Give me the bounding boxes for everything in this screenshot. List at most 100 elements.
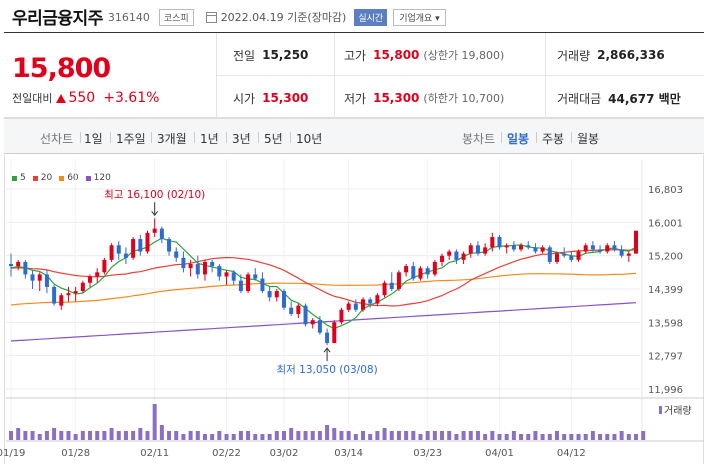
open-value: 15,300: [262, 91, 309, 105]
volume-bar: [353, 434, 358, 440]
y-tick-label: 16,001: [648, 218, 683, 229]
candle-body: [210, 261, 215, 267]
volume-bar: [626, 434, 631, 440]
y-tick-label: 15,200: [648, 252, 683, 263]
y-tick-label: 13,598: [648, 318, 683, 329]
volume-bar: [475, 431, 480, 440]
volume-bar: [274, 431, 279, 440]
prev-close-cell: 전일 15,250: [233, 48, 309, 63]
period-1y[interactable]: 1년: [200, 132, 219, 146]
volume-bar: [145, 431, 150, 440]
volume-bar: [440, 431, 445, 440]
change-amount: 550: [68, 90, 96, 106]
x-tick-label: 03/02: [270, 448, 299, 459]
volume-bar: [511, 431, 516, 440]
chart-toolbar: 선차트 1일 1주일 3개월 1년 3년 5년 10년 봉차트 일봉 주봉 월봉: [4, 118, 704, 154]
change-percent: +3.61%: [103, 90, 160, 106]
volume-bar: [109, 428, 114, 440]
legend-ma20: 20: [32, 173, 52, 183]
volume-bar: [547, 434, 552, 440]
candle-body: [174, 251, 179, 258]
volume-bar: [454, 434, 459, 440]
ma-legend: 5 20 60 120: [12, 173, 118, 183]
candle-body: [73, 291, 78, 294]
x-tick-label: 02/11: [140, 448, 169, 459]
volume-bar: [497, 434, 502, 440]
volume-bar: [167, 431, 172, 440]
low-arrow-icon: [323, 347, 331, 353]
upper-limit: (상한가 19,800): [423, 49, 505, 62]
candle-body: [102, 259, 107, 273]
candle-body: [540, 247, 545, 252]
candle-body: [612, 245, 617, 250]
realtime-button[interactable]: 실시간: [354, 8, 388, 26]
volume-bar: [605, 434, 610, 440]
y-tick-label: 16,803: [648, 185, 683, 196]
period-1w[interactable]: 1주일: [116, 132, 146, 146]
volume-bar: [131, 431, 136, 440]
candle-body: [569, 255, 574, 260]
high-cell: 고가 15,800 (상한가 19,800): [344, 48, 505, 63]
volume-bar: [389, 431, 394, 440]
candle-body: [325, 332, 330, 344]
x-tick-label: 01/19: [0, 448, 25, 459]
candle-body: [59, 295, 64, 306]
stock-header: 우리금융지주 316140 코스피 2022.04.19 기준(장마감) 실시간…: [0, 0, 707, 32]
volume-bar: [188, 431, 193, 440]
candle-body: [52, 286, 57, 304]
candle-body: [619, 249, 624, 256]
volume-bar: [634, 434, 638, 440]
ma20-line: [10, 248, 637, 307]
candle-body: [468, 245, 473, 254]
period-10y[interactable]: 10년: [296, 132, 323, 146]
market-badge: 코스피: [158, 8, 194, 26]
period-5y[interactable]: 5년: [264, 132, 283, 146]
volume-bar: [562, 434, 567, 440]
candle-body: [396, 272, 401, 289]
candle-chart-label[interactable]: 봉차트: [462, 132, 496, 146]
y-tick-label: 11,996: [648, 385, 683, 396]
candle-body: [346, 303, 351, 310]
volume-bar: [303, 431, 308, 440]
candle-body: [576, 251, 581, 260]
chart-area: [4, 155, 704, 464]
candle-body: [519, 245, 524, 250]
high-value: 15,800: [373, 48, 420, 62]
volume-bar: [281, 431, 286, 440]
candle-body: [411, 266, 416, 279]
candle-body: [475, 245, 480, 254]
volume-bar: [102, 431, 107, 440]
volume-bar: [116, 431, 121, 440]
candle-body: [195, 264, 200, 275]
line-chart-label[interactable]: 선차트: [40, 132, 74, 146]
candle-body: [511, 245, 516, 250]
candle-body: [461, 253, 466, 260]
candle-body: [504, 245, 509, 248]
period-3m[interactable]: 3개월: [157, 132, 187, 146]
stock-code: 316140: [107, 11, 150, 24]
legend-ma5: 5: [12, 173, 26, 183]
candle-body: [483, 247, 488, 254]
volume-bar: [375, 431, 380, 440]
volume-bar: [598, 434, 603, 440]
period-3y[interactable]: 3년: [232, 132, 251, 146]
candle-body: [267, 291, 272, 298]
candle-daily[interactable]: 일봉: [507, 132, 530, 146]
volume-bar: [210, 434, 215, 440]
volume-bar: [16, 428, 21, 440]
volume-bar: [52, 428, 57, 440]
period-1d[interactable]: 1일: [84, 132, 103, 146]
candle-body: [296, 305, 301, 314]
candle-body: [547, 247, 552, 262]
current-price-panel: 15,800 전일대비 550 +3.61%: [4, 33, 217, 118]
volume-bar: [368, 434, 373, 440]
candle-body: [332, 322, 337, 344]
candle-body: [404, 266, 409, 273]
candle-monthly[interactable]: 월봉: [577, 132, 600, 146]
legend-ma60: 60: [59, 173, 79, 183]
candle-weekly[interactable]: 주봉: [542, 132, 565, 146]
base-date: 2022.04.19 기준(장마감): [220, 11, 347, 24]
corp-info-dropdown[interactable]: 기업개요 ▾: [393, 8, 446, 26]
amount-value: 44,677 백만: [608, 91, 681, 106]
